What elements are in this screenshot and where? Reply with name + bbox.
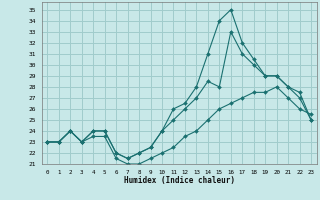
X-axis label: Humidex (Indice chaleur): Humidex (Indice chaleur) — [124, 176, 235, 185]
